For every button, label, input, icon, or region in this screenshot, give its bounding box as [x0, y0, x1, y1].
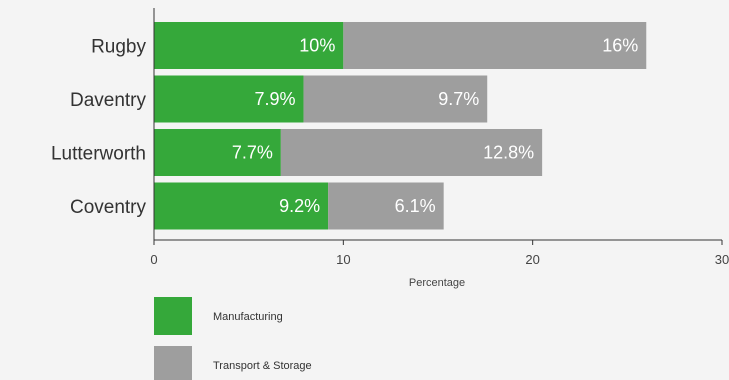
- bar-coventry-transport-storage: [328, 182, 444, 230]
- category-label-coventry: Coventry: [70, 197, 147, 218]
- bar-daventry-transport-storage: [303, 75, 488, 123]
- bar-label-lutterworth-transport-storage: 12.8%: [483, 143, 534, 163]
- x-tick-label-20: 20: [525, 252, 539, 267]
- x-tick-label-10: 10: [336, 252, 350, 267]
- bar-label-coventry-transport-storage: 6.1%: [395, 196, 436, 216]
- bar-label-rugby-transport-storage: 16%: [602, 36, 638, 56]
- legend-label-manufacturing: Manufacturing: [213, 311, 283, 323]
- bar-lutterworth-manufacturing: [154, 129, 281, 176]
- x-tick-label-0: 0: [150, 252, 157, 267]
- bar-rugby-transport-storage: [343, 22, 647, 69]
- bar-label-daventry-transport-storage: 9.7%: [438, 89, 479, 109]
- x-tick-label-30: 30: [715, 252, 729, 267]
- category-label-daventry: Daventry: [70, 90, 147, 111]
- bar-coventry-manufacturing: [154, 182, 329, 230]
- category-labels: Rugby Daventry Lutterworth Coventry: [51, 37, 147, 219]
- bar-label-rugby-manufacturing: 10%: [299, 36, 335, 56]
- legend-swatch-transport-storage: [154, 346, 192, 380]
- bar-label-daventry-manufacturing: 7.9%: [255, 89, 296, 109]
- bar-label-lutterworth-manufacturing: 7.7%: [232, 143, 273, 163]
- bar-lutterworth-transport-storage: [280, 129, 543, 176]
- bars-group: 10% 16% 7.9% 9.7% 7.7% 12.8% 9.2% 6.1%: [154, 22, 647, 230]
- x-axis-title: Percentage: [409, 277, 465, 289]
- bar-label-coventry-manufacturing: 9.2%: [279, 196, 320, 216]
- bar-daventry-manufacturing: [154, 75, 304, 123]
- legend: Manufacturing Transport & Storage: [154, 297, 312, 380]
- legend-label-transport-storage: Transport & Storage: [213, 360, 312, 372]
- axes-group: 0 10 20 30: [150, 8, 729, 267]
- category-label-rugby: Rugby: [91, 37, 146, 58]
- bar-rugby-manufacturing: [154, 22, 344, 69]
- legend-swatch-manufacturing: [154, 297, 192, 335]
- category-label-lutterworth: Lutterworth: [51, 144, 146, 165]
